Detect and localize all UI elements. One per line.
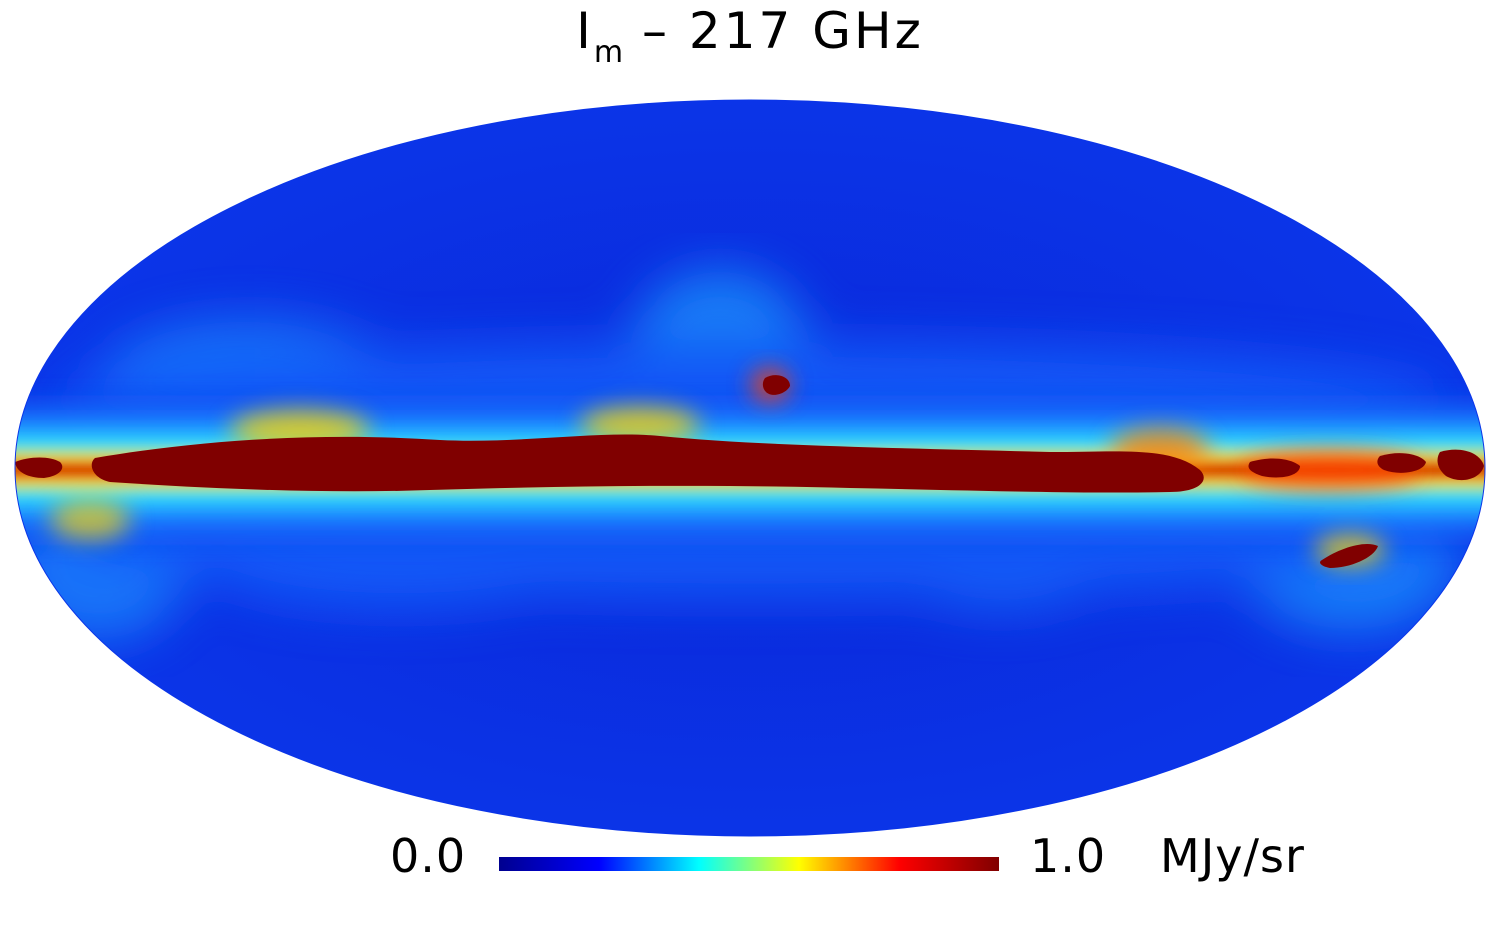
title-symbol: I	[576, 2, 594, 60]
galactic-plane-core	[91, 434, 1204, 493]
map-outline	[14, 99, 1486, 837]
title-text: – 217 GHz	[623, 2, 924, 60]
colorbar-unit-label: MJy/sr	[1160, 829, 1305, 883]
colorbar-max-label: 1.0	[1030, 829, 1107, 883]
map-content	[15, 100, 1485, 836]
colorbar-min-label: 0.0	[390, 829, 467, 883]
map-title: Im – 217 GHz	[0, 2, 1500, 70]
colorbar	[499, 857, 999, 871]
title-subscript: m	[593, 35, 624, 70]
